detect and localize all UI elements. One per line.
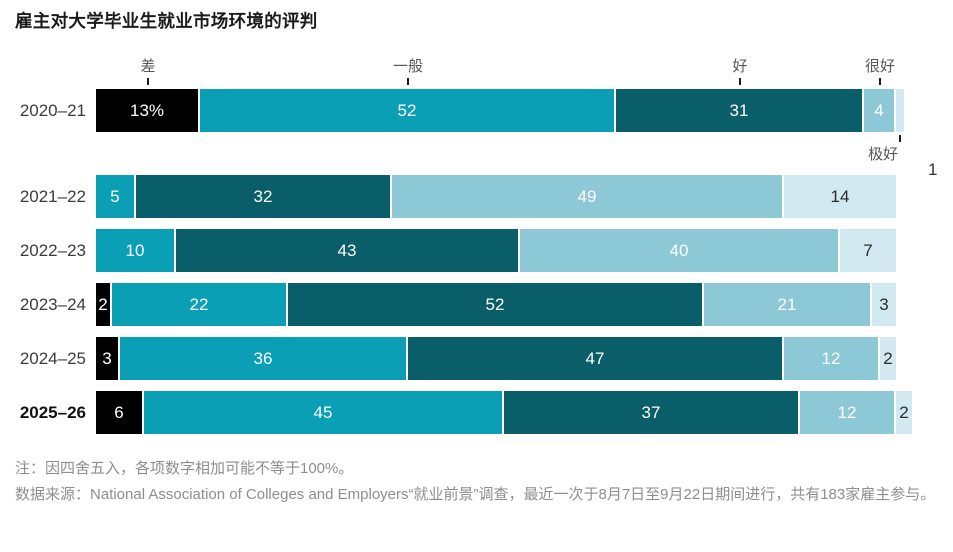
source-note: 数据来源：National Association of Colleges an… xyxy=(15,486,936,503)
segment-value-label: 52 xyxy=(485,294,505,314)
segment-value-label: 13% xyxy=(129,100,165,120)
bar-segment-极好: 2 xyxy=(896,391,912,434)
rating-label-很好: 很好 xyxy=(864,58,896,75)
chart-title: 雇主对大学毕业生就业市场环境的评判 xyxy=(15,11,318,31)
bar-segment-好: 32 xyxy=(136,175,392,218)
rating-label-好: 好 xyxy=(732,58,748,75)
footnotes: 注：因四舍五入，各项数字相加可能不等于100%。 数据来源：National A… xyxy=(15,456,939,508)
segment-value-label: 40 xyxy=(669,240,689,260)
segment-value-label: 5 xyxy=(110,186,120,206)
segment-value-label: 3 xyxy=(879,294,889,314)
bar-segment-极好: 2 xyxy=(880,337,896,380)
segment-value-label: 49 xyxy=(577,186,597,206)
segment-value-label: 47 xyxy=(585,348,605,368)
segment-value-label: 45 xyxy=(313,402,333,422)
bar-segment-极好: 7 xyxy=(840,229,896,272)
bar-segment-极好 xyxy=(896,89,904,132)
category-label: 2020–21 xyxy=(19,101,86,120)
bar-segment-很好: 40 xyxy=(520,229,840,272)
bar-segment-很好: 4 xyxy=(864,89,896,132)
segment-value-label: 6 xyxy=(114,402,124,422)
segment-value-label: 12 xyxy=(837,402,857,422)
scale-tick xyxy=(407,78,409,85)
bar-segment-差: 6 xyxy=(96,391,144,434)
bar-segment-好: 52 xyxy=(288,283,704,326)
segment-value-label: 22 xyxy=(189,294,209,314)
segment-value-label: 21 xyxy=(777,294,797,314)
scale-tick xyxy=(879,78,881,85)
segment-value-label: 36 xyxy=(253,348,273,368)
bar-segment-差: 13% xyxy=(96,89,200,132)
bar-segment-一般: 36 xyxy=(120,337,408,380)
category-label: 2024–25 xyxy=(19,349,86,368)
bar-segment-差: 2 xyxy=(96,283,112,326)
rating-label-极好: 极好 xyxy=(867,146,898,163)
segment-value-label: 14 xyxy=(830,186,850,206)
category-label: 2023–24 xyxy=(19,295,86,314)
bar-segment-好: 47 xyxy=(408,337,784,380)
bar-segment-极好: 3 xyxy=(872,283,896,326)
segment-value-label: 37 xyxy=(641,402,661,422)
segment-value-label: 32 xyxy=(253,186,273,206)
segment-value-label: 4 xyxy=(874,100,884,120)
rounding-note: 注：因四舍五入，各项数字相加可能不等于100%。 xyxy=(15,460,354,477)
bar-segment-一般: 22 xyxy=(112,283,288,326)
segment-value-label: 7 xyxy=(863,240,873,260)
bar-segment-一般: 52 xyxy=(200,89,616,132)
category-label: 2022–23 xyxy=(19,241,86,260)
segment-value-label: 52 xyxy=(397,100,417,120)
bar-segment-一般: 5 xyxy=(96,175,136,218)
bar-segment-好: 43 xyxy=(176,229,520,272)
category-label: 2025–26 xyxy=(19,403,86,422)
bar-segment-好: 37 xyxy=(504,391,800,434)
segment-value-label: 3 xyxy=(102,348,112,368)
segment-value-label: 31 xyxy=(729,100,749,120)
segment-value-label: 10 xyxy=(125,240,145,260)
bar-segment-好: 31 xyxy=(616,89,864,132)
bar-segment-极好: 14 xyxy=(784,175,896,218)
segment-value-label: 2 xyxy=(899,402,909,422)
scale-tick xyxy=(147,78,149,85)
segment-value-label: 12 xyxy=(821,348,841,368)
bar-segment-很好: 21 xyxy=(704,283,872,326)
category-label: 2021–22 xyxy=(19,187,86,206)
bar-segment-差: 3 xyxy=(96,337,120,380)
scale-tick xyxy=(739,78,741,85)
rating-label-一般: 一般 xyxy=(392,58,424,75)
rating-label-差: 差 xyxy=(140,58,156,75)
scale-tick xyxy=(899,135,901,142)
bar-segment-一般: 45 xyxy=(144,391,504,434)
segment-value-label: 2 xyxy=(883,348,893,368)
segment-value-label: 43 xyxy=(337,240,357,260)
bar-segment-很好: 49 xyxy=(392,175,784,218)
bar-segment-很好: 12 xyxy=(800,391,896,434)
row1-excellent-value-label: 1 xyxy=(928,160,938,179)
bar-segment-很好: 12 xyxy=(784,337,880,380)
segment-value-label: 2 xyxy=(98,294,108,314)
bar-segment-一般: 10 xyxy=(96,229,176,272)
